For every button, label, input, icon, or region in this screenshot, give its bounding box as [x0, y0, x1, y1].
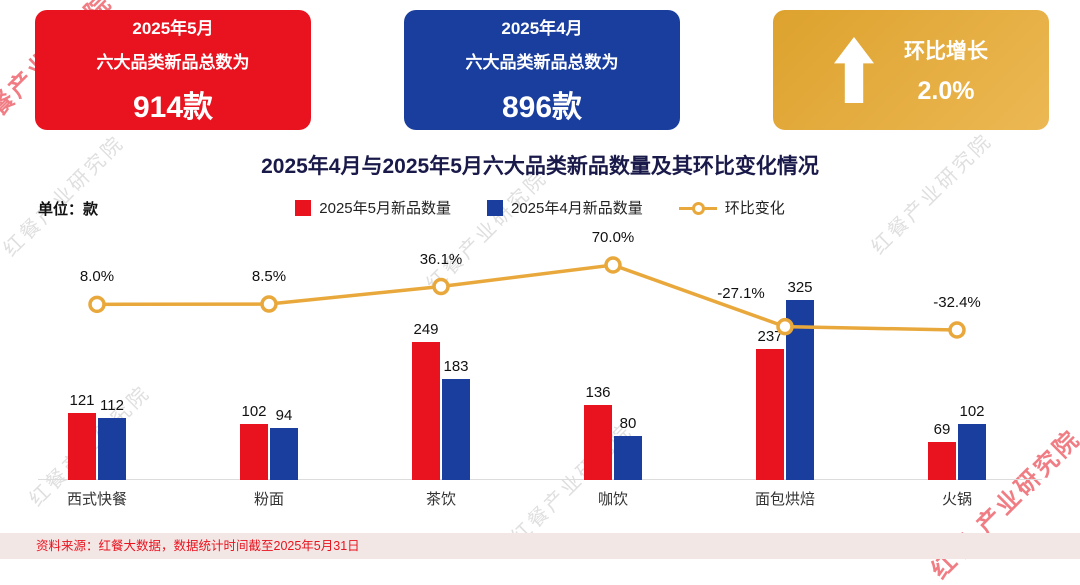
bar-value-april-面包烘焙: 325: [787, 279, 813, 296]
bar-value-may-粉面: 102: [241, 402, 267, 420]
bar-may-面包烘焙: [756, 348, 784, 480]
bar-april-咖饮: [614, 435, 642, 480]
bar-april-茶饮: [442, 378, 470, 480]
mom-change-label-火锅: -32.4%: [933, 294, 981, 311]
card-month: 2025年4月: [501, 19, 583, 38]
card-value: 914款: [132, 91, 214, 124]
line-marker-茶饮: [432, 277, 450, 296]
legend-label-may: 2025年5月新品数量: [319, 200, 451, 217]
bar-may-茶饮: [412, 342, 440, 480]
legend: 2025年5月新品数量 2025年4月新品数量 环比变化: [0, 197, 1080, 218]
category-label-火锅: 火锅: [941, 491, 972, 508]
bar-may-咖饮: [584, 404, 612, 480]
source-note: 资料来源：红餐大数据，数据统计时间截至2025年5月31日: [0, 533, 1080, 559]
legend-label-april: 2025年4月新品数量: [510, 200, 643, 217]
summary-card-2025-05: 2025年5月 六大品类新品总数为 914款: [35, 10, 311, 130]
bar-value-april-茶饮: 183: [443, 357, 469, 375]
legend-swatch-red: [295, 199, 312, 216]
bar-value-may-西式快餐: 121: [69, 391, 95, 409]
bar-line-chart: 121 112 西式快餐 102 94 粉面 249 183 茶饮 136 80 咖饮 237 325 面包…: [38, 229, 1042, 508]
mom-change-label-茶饮: 36.1%: [419, 250, 463, 268]
bar-value-april-咖饮: 80: [619, 414, 637, 432]
growth-label: 环比增长: [904, 39, 988, 63]
bar-may-粉面: [240, 423, 268, 480]
mom-change-label-西式快餐: 8.0%: [79, 268, 115, 286]
growth-value: 2.0%: [917, 76, 975, 105]
legend-item-april: 2025年4月新品数量: [486, 197, 643, 218]
bar-value-april-西式快餐: 112: [100, 396, 124, 414]
summary-card-growth: 环比增长 2.0%: [773, 10, 1049, 130]
bar-value-may-咖饮: 136: [585, 383, 611, 401]
bar-april-粉面: [270, 427, 298, 480]
chart-title: 2025年4月与2025年5月六大品类新品数量及其环比变化情况: [261, 155, 819, 178]
bar-april-西式快餐: [98, 417, 126, 480]
x-axis-line: [38, 479, 1042, 480]
category-label-茶饮: 茶饮: [425, 491, 456, 508]
category-label-西式快餐: 西式快餐: [66, 491, 127, 508]
summary-card-2025-04: 2025年4月 六大品类新品总数为 896款: [404, 10, 680, 130]
bar-may-西式快餐: [68, 412, 96, 480]
line-marker-火锅: [948, 321, 966, 339]
category-label-面包烘焙: 面包烘焙: [754, 491, 815, 508]
line-marker-西式快餐: [88, 295, 106, 314]
line-marker-粉面: [260, 295, 278, 313]
card-desc: 六大品类新品总数为: [96, 53, 250, 72]
mom-change-label-粉面: 8.5%: [251, 268, 287, 286]
legend-item-mom-change: 环比变化: [678, 197, 785, 218]
bar-may-火锅: [928, 441, 956, 480]
unit-label: 单位：款: [38, 201, 99, 218]
legend-item-may: 2025年5月新品数量: [295, 197, 451, 218]
legend-swatch-blue: [486, 199, 503, 216]
legend-line-marker-icon: [678, 201, 717, 215]
bar-value-april-火锅: 102: [959, 402, 985, 420]
card-month: 2025年5月: [132, 19, 214, 38]
bar-value-april-粉面: 94: [275, 406, 293, 424]
category-label-粉面: 粉面: [253, 491, 284, 508]
mom-change-label-咖饮: 70.0%: [591, 229, 635, 246]
bar-value-may-茶饮: 249: [413, 321, 439, 339]
legend-label-mom-change: 环比变化: [724, 200, 785, 217]
line-marker-咖饮: [604, 256, 622, 274]
line-marker-面包烘焙: [776, 317, 794, 336]
card-value: 896款: [501, 91, 583, 124]
mom-change-line: [88, 256, 966, 339]
card-desc: 六大品类新品总数为: [465, 53, 619, 72]
bar-value-may-火锅: 69: [933, 420, 951, 438]
bar-april-火锅: [958, 423, 986, 480]
mom-change-label-面包烘焙: -27.1%: [717, 284, 765, 302]
bar-value-may-面包烘焙: 237: [757, 327, 783, 345]
category-label-咖饮: 咖饮: [597, 491, 628, 508]
